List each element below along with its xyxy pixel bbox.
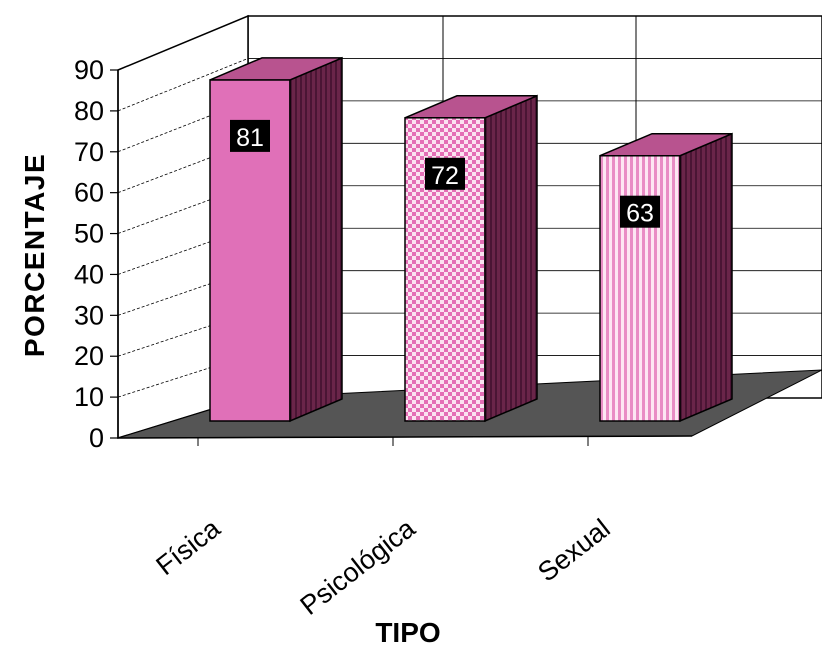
side-gridline: [117, 312, 249, 357]
side-gridline: [117, 15, 249, 71]
data-label: 72: [431, 162, 459, 190]
data-label: 81: [236, 124, 264, 152]
y-tick-label: 90: [74, 55, 104, 85]
bar-top-face: [209, 57, 343, 81]
y-tick-label: 10: [74, 382, 104, 412]
bar-front-face: [599, 154, 681, 422]
data-label-box: [230, 119, 270, 152]
y-tick-label: 40: [74, 259, 104, 289]
y-tick-label: 20: [74, 341, 104, 371]
x-axis-line: [117, 435, 693, 439]
x-category-label: Sexual: [532, 513, 616, 587]
data-label-box: [425, 157, 465, 190]
y-tick-label: 70: [74, 137, 104, 167]
bar-3: [599, 132, 733, 423]
bar-top-face: [404, 95, 538, 119]
y-axis-title: PORCENTAJE: [19, 153, 50, 357]
side-gridline: [117, 355, 249, 398]
bar-side-face: [289, 56, 343, 423]
bar-side-face: [679, 132, 733, 423]
side-gridline: [117, 270, 249, 316]
x-category-label: Física: [150, 512, 226, 581]
y-tick-label: 30: [74, 300, 104, 330]
bar-2: [404, 94, 538, 423]
bar-side-face: [484, 94, 538, 423]
bars: [209, 56, 733, 423]
side-gridline: [117, 227, 249, 275]
y-tick-label: 60: [74, 178, 104, 208]
data-label: 63: [626, 200, 654, 228]
bar-top-face: [599, 132, 733, 157]
x-axis-title: TIPO: [375, 617, 440, 648]
y-tick-label: 0: [89, 423, 104, 453]
x-category-label: Psicológica: [295, 512, 422, 620]
side-gridline: [117, 58, 249, 112]
y-tick-label: 80: [74, 96, 104, 126]
bar-1: [209, 56, 343, 423]
y-tick-label: 50: [74, 219, 104, 249]
data-label-box: [620, 195, 660, 228]
axes: 0 10 20 30 40 50 60 70 80 90: [74, 55, 693, 453]
